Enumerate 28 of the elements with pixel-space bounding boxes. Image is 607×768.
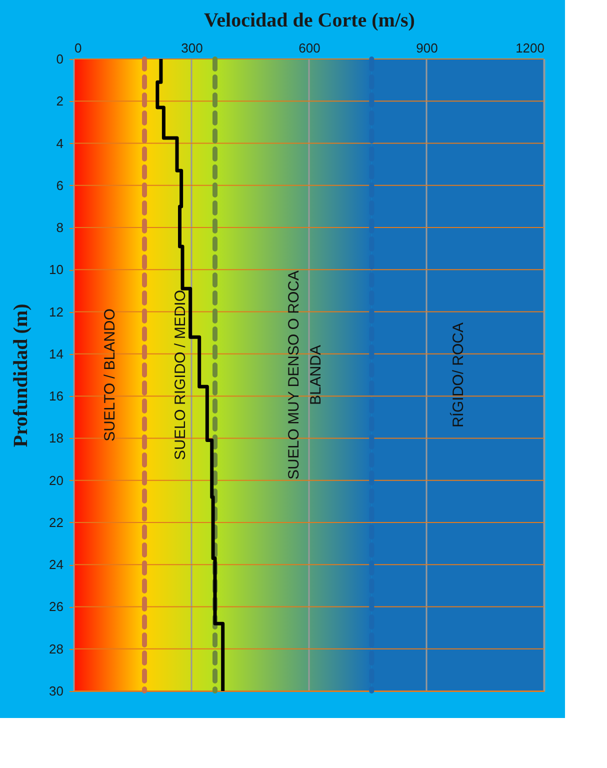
y-tick-label: 30 [49, 684, 64, 698]
x-tick-label: 0 [74, 40, 82, 56]
y-tick-label: 10 [49, 262, 64, 278]
band-label: SUELO MUY DENSO O ROCA BLANDA [285, 270, 324, 480]
y-tick-label: 12 [49, 304, 64, 320]
y-tick-label: 14 [49, 346, 64, 362]
x-tick-label: 1200 [516, 40, 544, 56]
x-axis-title: Velocidad de Corte (m/s) [204, 10, 415, 32]
y-tick-label: 0 [56, 52, 64, 66]
band-label: RÍGIDO/ ROCA [448, 322, 467, 428]
y-tick-label: 24 [49, 557, 64, 572]
y-tick-label: 8 [56, 220, 64, 236]
line-series [156, 57, 225, 693]
y-tick-label: 16 [49, 388, 64, 404]
y-tick-label: 2 [56, 94, 64, 109]
y-tick-label: 18 [49, 430, 64, 446]
y-axis-title: Profundidad (m) [10, 304, 32, 448]
y-tick-label: 22 [49, 514, 64, 530]
x-tick-label: 600 [298, 40, 320, 56]
y-tick-label: 26 [49, 599, 64, 614]
x-tick-label: 900 [416, 40, 438, 56]
y-tick-label: 20 [49, 472, 64, 488]
x-tick-label: 300 [181, 40, 203, 56]
band-label: SUELTO / BLANDO [101, 308, 118, 442]
y-tick-label: 28 [49, 641, 64, 656]
y-tick-label: 6 [56, 178, 64, 193]
band-label: SUELO RIGIDO / MEDIO [172, 290, 189, 460]
y-tick-label: 4 [56, 136, 64, 151]
